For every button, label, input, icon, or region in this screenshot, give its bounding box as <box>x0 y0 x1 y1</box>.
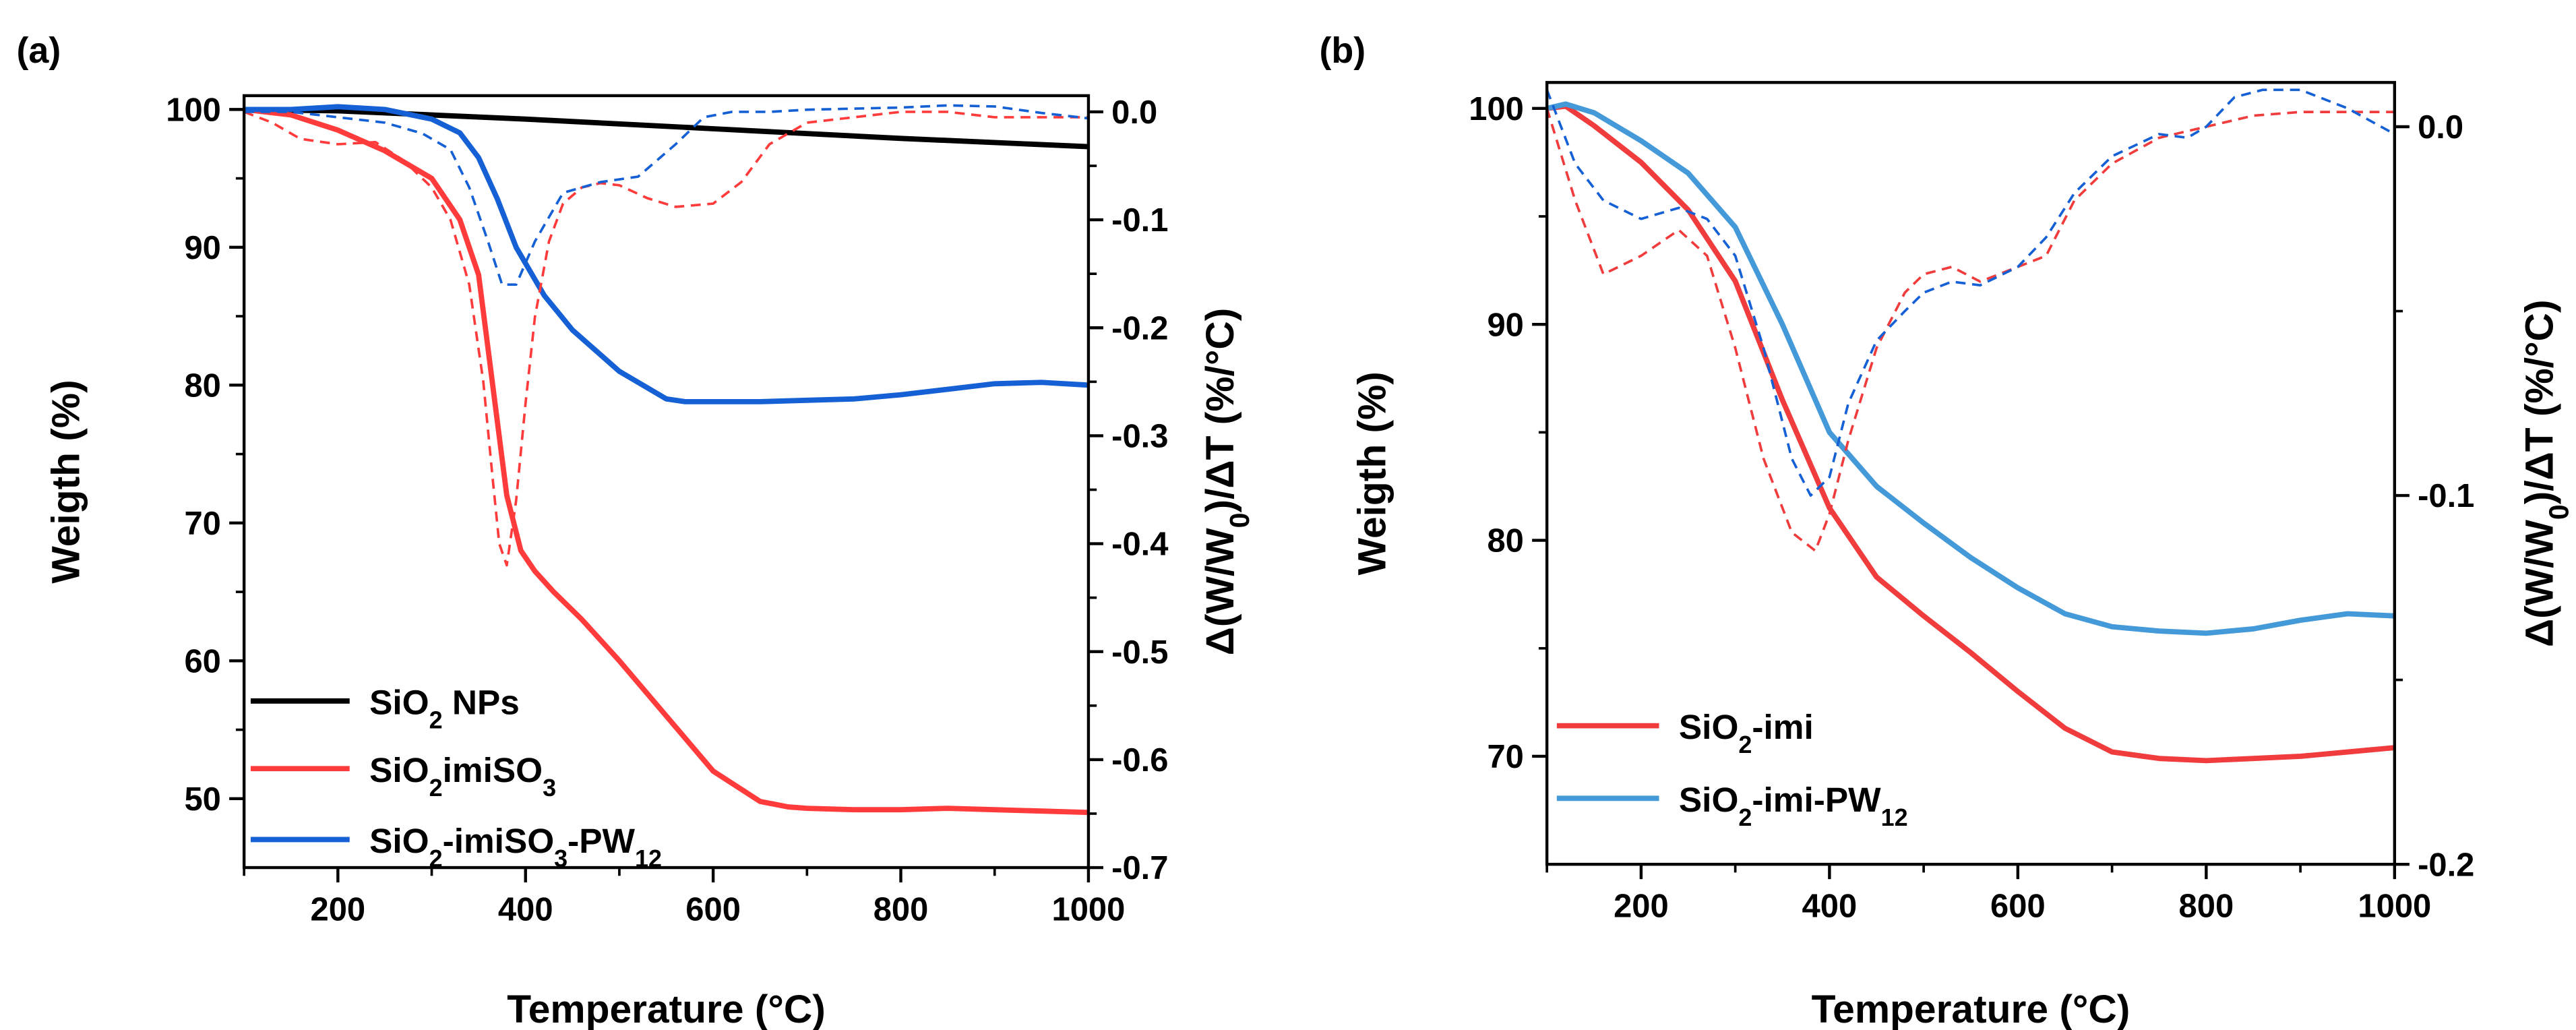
y-axis-label: Weigth (%) <box>1350 371 1394 575</box>
y2-tick-label: -0.6 <box>1111 742 1168 779</box>
x-tick-label: 200 <box>311 891 366 928</box>
y-axis-label: Weigth (%) <box>44 380 88 583</box>
y2-tick-label: -0.2 <box>1111 310 1168 346</box>
y2-tick-label: -0.4 <box>1111 526 1168 563</box>
legend-label: SiO2-imi-PW12 <box>1679 780 1908 831</box>
y-tick-label: 80 <box>1487 523 1523 559</box>
legend-label: SiO2-imi <box>1679 707 1814 758</box>
y-tick-label: 70 <box>1487 739 1523 775</box>
y-tick-label: 90 <box>184 230 220 266</box>
legend-label: SiO2 NPs <box>369 682 520 733</box>
y2-tick-label: -0.2 <box>2418 847 2474 883</box>
x-tick-label: 200 <box>1614 888 1669 924</box>
panel-content: 200 400 600 800 1000 70 80 90 100 0.0 -0.1 -0.2 Temp… <box>1319 30 2574 1030</box>
series-line-1 <box>1546 101 2395 636</box>
y2-tick-label: -0.3 <box>1111 419 1168 455</box>
x-tick-label: 800 <box>2179 888 2234 924</box>
y-tick-label: 90 <box>1487 307 1523 343</box>
panel-label: (b) <box>1319 30 1366 71</box>
series-line-2 <box>244 104 1089 404</box>
y2-tick-label: -0.5 <box>1111 634 1168 671</box>
series-line-3 <box>1545 88 2395 497</box>
x-tick-label: 600 <box>1990 888 2046 924</box>
y2-axis-label: Δ(W/W0)/ΔT (%/°C) <box>1198 308 1255 656</box>
legend-label: SiO2imiSO3 <box>369 750 556 801</box>
series-line-0 <box>1546 103 2395 764</box>
series-line-4 <box>244 104 1089 286</box>
x-tick-label: 400 <box>498 891 553 928</box>
y2-tick-label: -0.1 <box>1111 202 1168 239</box>
series-line-3 <box>243 111 1088 567</box>
plot-frame <box>1545 81 2397 866</box>
x-axis-label: Temperature (°C) <box>1812 988 2130 1030</box>
y-tick-label: 100 <box>166 92 221 128</box>
y2-tick-label: -0.7 <box>1111 850 1168 886</box>
legend-label: SiO2-imiSO3-PW12 <box>369 821 662 872</box>
x-tick-label: 1000 <box>2358 888 2431 924</box>
series-line-0 <box>244 107 1089 150</box>
y2-tick-label: 0.0 <box>1111 94 1157 131</box>
y2-tick-label: 0.0 <box>2418 109 2463 146</box>
panel-b: 200 400 600 800 1000 70 80 90 100 0.0 -0.1 -0.2 Temp… <box>1319 30 2574 1030</box>
y2-tick-label: -0.1 <box>2418 478 2474 514</box>
plot-frame <box>242 94 1091 870</box>
y-tick-label: 70 <box>184 506 220 542</box>
x-tick-label: 600 <box>685 891 741 928</box>
y-tick-label: 80 <box>184 367 220 404</box>
x-tick-label: 400 <box>1802 888 1858 924</box>
x-tick-label: 800 <box>873 891 929 928</box>
series-line-2 <box>1545 108 2395 552</box>
x-tick-label: 1000 <box>1052 891 1126 928</box>
panel-label: (a) <box>16 30 61 71</box>
panel-a: 200 400 600 800 1000 50 60 70 80 90 100 0.0 -0.1 -0.2… <box>16 30 1255 1030</box>
series-line-1 <box>243 107 1089 816</box>
y-tick-label: 50 <box>184 781 220 818</box>
y-tick-label: 100 <box>1469 91 1524 127</box>
y-tick-label: 60 <box>184 643 220 679</box>
y2-axis-label: Δ(W/W0)/ΔT (%/°C) <box>2518 299 2575 647</box>
x-axis-label: Temperature (°C) <box>507 988 826 1030</box>
panel-content: 200 400 600 800 1000 50 60 70 80 90 100 0.0 -0.1 -0.2… <box>16 30 1255 1030</box>
